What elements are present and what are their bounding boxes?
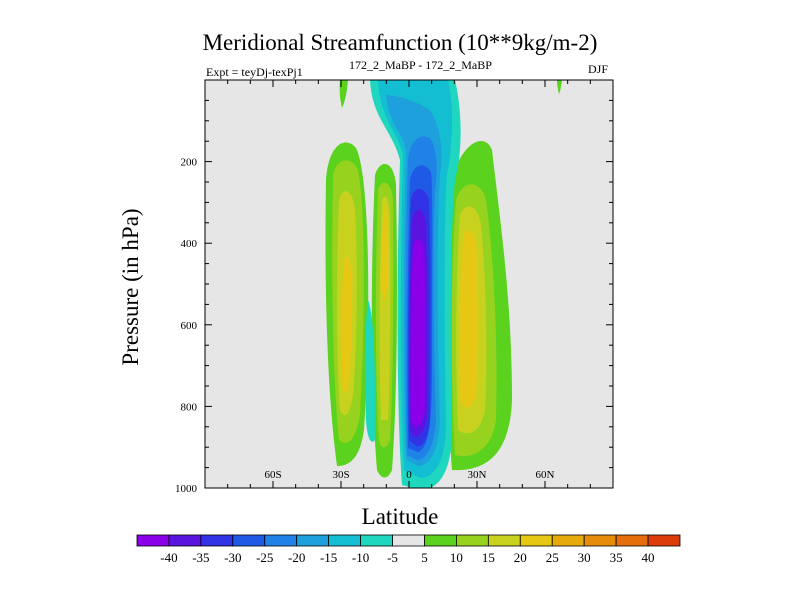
colorbar: -40 -35 -30 -25 -20 -15 -10 -5 5 10 15 20 25 30 35 40 bbox=[136, 534, 681, 565]
x-tick-label: 30S bbox=[332, 469, 349, 481]
colorbar-label: -30 bbox=[224, 550, 241, 565]
nh-cell-20 bbox=[459, 230, 479, 408]
colorbar-swatch bbox=[360, 534, 393, 547]
x-tick-label: 30N bbox=[468, 469, 487, 481]
colorbar-swatch bbox=[392, 534, 425, 547]
colorbar-label: -40 bbox=[160, 550, 177, 565]
top-right-green-streak bbox=[557, 80, 562, 94]
colorbar-swatch bbox=[264, 534, 298, 547]
y-tick-label: 600 bbox=[181, 320, 198, 332]
sh-teal-strip bbox=[365, 300, 376, 442]
top-green-streak bbox=[339, 80, 348, 108]
colorbar-swatch bbox=[424, 534, 457, 547]
colorbar-swatch bbox=[583, 534, 617, 547]
sh-outer-cell-25 bbox=[341, 256, 352, 392]
colorbar-swatch bbox=[647, 534, 681, 547]
colorbar-label: 35 bbox=[610, 550, 623, 565]
colorbar-label: 20 bbox=[514, 550, 527, 565]
x-tick-label: 60S bbox=[264, 469, 281, 481]
colorbar-label: 25 bbox=[546, 550, 559, 565]
colorbar-label: -35 bbox=[192, 550, 209, 565]
x-axis-label: Latitude bbox=[361, 504, 439, 529]
chart-title: Meridional Streamfunction (10**9kg/m-2) bbox=[202, 30, 598, 55]
colorbar-swatch bbox=[136, 534, 170, 547]
case-label: 172_2_MaBP - 172_2_MaBP bbox=[349, 58, 492, 72]
colorbar-label: -10 bbox=[352, 550, 369, 565]
colorbar-label: 40 bbox=[642, 550, 655, 565]
colorbar-swatch bbox=[551, 534, 585, 547]
colorbar-swatch bbox=[296, 534, 330, 547]
colorbar-swatch bbox=[200, 534, 234, 547]
colorbar-swatch bbox=[168, 534, 202, 547]
colorbar-label: -25 bbox=[256, 550, 273, 565]
axis-ticks: 200 400 600 800 1000 60S 30S 0 30N 60N bbox=[175, 80, 613, 495]
y-tick-label: 400 bbox=[181, 238, 198, 250]
experiment-label: Expt = teyDj-texPj1 bbox=[206, 65, 303, 79]
colorbar-label: -5 bbox=[387, 550, 398, 565]
contour-fills bbox=[325, 80, 562, 488]
x-tick-label: 0 bbox=[406, 469, 412, 481]
colorbar-label: 5 bbox=[421, 550, 428, 565]
season-label: DJF bbox=[588, 62, 609, 76]
colorbar-label: 10 bbox=[450, 550, 463, 565]
colorbar-label: 15 bbox=[482, 550, 495, 565]
eq-cell-minus40 bbox=[410, 239, 426, 427]
colorbar-swatch bbox=[487, 534, 521, 547]
colorbar-label: -15 bbox=[320, 550, 337, 565]
x-tick-label: 60N bbox=[536, 469, 555, 481]
colorbar-swatch bbox=[615, 534, 649, 547]
colorbar-swatch bbox=[232, 534, 266, 547]
y-tick-label: 800 bbox=[181, 401, 198, 413]
y-tick-label: 200 bbox=[181, 157, 198, 169]
colorbar-label: 30 bbox=[578, 550, 591, 565]
colorbar-swatch bbox=[328, 534, 361, 547]
colorbar-swatch bbox=[456, 534, 489, 547]
sh-inner-cell-25 bbox=[381, 205, 388, 300]
colorbar-swatch bbox=[519, 534, 553, 547]
y-tick-label: 1000 bbox=[175, 483, 198, 495]
colorbar-label: -20 bbox=[288, 550, 305, 565]
